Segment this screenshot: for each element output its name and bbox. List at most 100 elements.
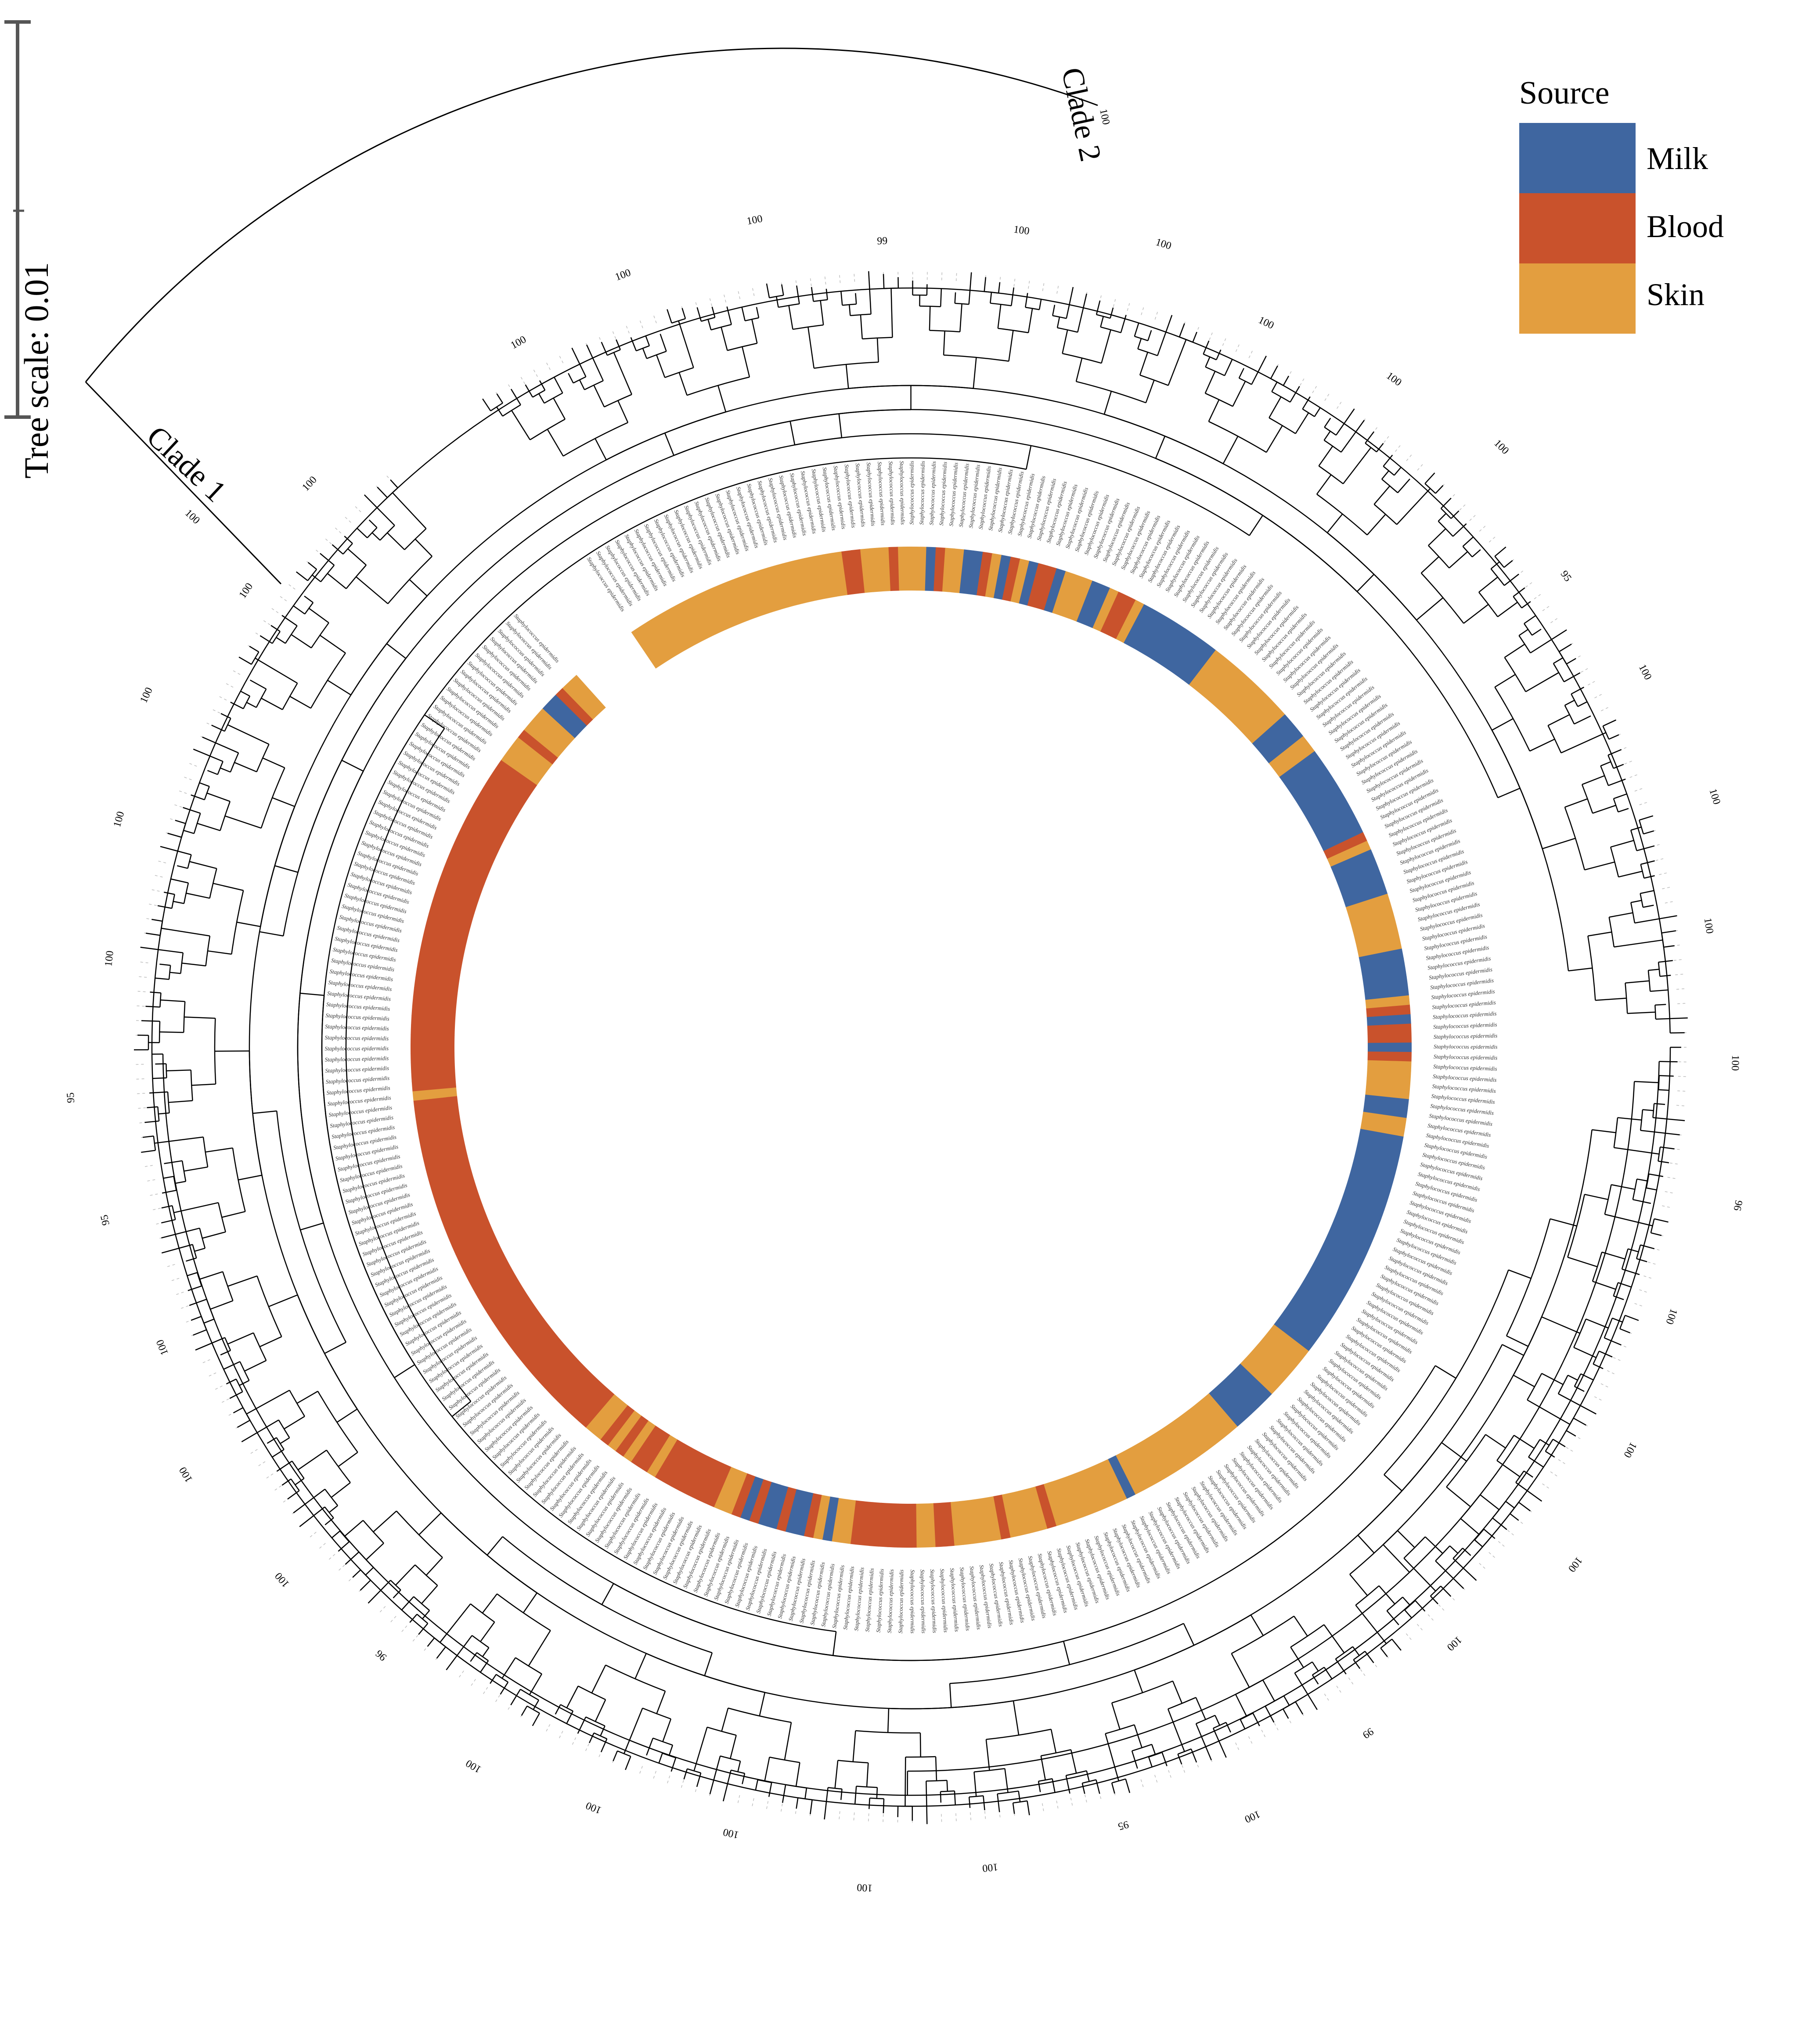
tip-guide-line: [288, 583, 296, 589]
tip-guide-line: [1236, 1743, 1240, 1751]
tree-branch: [213, 883, 243, 890]
support-value: 100: [1729, 1055, 1741, 1071]
tree-branch: [1383, 1545, 1409, 1572]
tip-guide-line: [1659, 872, 1668, 875]
tree-branch: [587, 345, 603, 381]
tree-branch: [553, 398, 565, 419]
tree-branch: [1435, 486, 1443, 493]
tip-guide-line: [941, 1814, 942, 1824]
tree-branch: [1640, 1131, 1679, 1135]
tree-branch: [191, 1316, 201, 1320]
tree-branch: [228, 725, 269, 744]
tree-branch: [998, 282, 1000, 293]
tree-branch: [888, 1708, 889, 1732]
tree-branch: [295, 1478, 304, 1484]
support-value: 100: [464, 1757, 483, 1775]
tip-guide-line: [1249, 1736, 1253, 1745]
tip-guide-line: [956, 271, 957, 281]
tree-branch: [1110, 308, 1114, 318]
tree-branch: [1553, 1439, 1565, 1447]
legend-swatch-skin: [1519, 263, 1636, 334]
support-value: 100: [103, 950, 116, 967]
tree-branch: [984, 277, 986, 292]
tree-branch: [487, 1537, 502, 1555]
tip-guide-line: [344, 516, 351, 522]
tree-branch: [1656, 1018, 1688, 1019]
tree-branch: [697, 307, 701, 321]
tree-branch: [1472, 550, 1481, 557]
tree-branch: [1550, 1219, 1577, 1226]
tip-guide-line: [752, 1798, 754, 1808]
tree-branch: [396, 1565, 415, 1585]
tree-branch: [782, 285, 783, 295]
tree-branch: [1611, 1185, 1635, 1189]
tree-branch: [428, 1638, 435, 1646]
tip-guide-line: [766, 1801, 768, 1811]
support-value: 100: [112, 810, 127, 828]
tree-branch: [345, 1520, 363, 1537]
tree-branch: [320, 553, 334, 565]
tree-branch: [1162, 1752, 1167, 1766]
tree-branch: [1196, 1697, 1206, 1719]
tip-guide-line: [458, 1671, 464, 1678]
tip-labels: Staphylococcus epidermidis Staphylococcus…: [324, 461, 1497, 1633]
tip-guide-line: [639, 319, 643, 328]
tree-branch: [643, 348, 647, 358]
tree-branch: [1574, 716, 1591, 724]
tip-guide-line: [854, 272, 855, 282]
tree-branch: [238, 1175, 262, 1180]
tree-branch: [1653, 1118, 1685, 1121]
tip-guide-line: [137, 976, 147, 977]
tree-branch: [796, 285, 799, 304]
tree-branch: [1156, 436, 1165, 458]
tree-branch: [223, 1361, 240, 1369]
tip-label: Staphylococcus epidermidis: [897, 1570, 905, 1634]
tree-branch: [366, 1567, 374, 1575]
tree-branch: [1441, 1586, 1451, 1597]
tip-guide-line: [752, 286, 754, 296]
tree-branch: [592, 1665, 605, 1693]
tree-branch: [337, 1409, 357, 1422]
tip-label: Staphylococcus epidermidis: [908, 461, 915, 525]
tree-branch: [1063, 1641, 1070, 1664]
tree-branch: [663, 1719, 671, 1742]
tree-branch: [1173, 1681, 1182, 1704]
legend-swatch-blood: [1519, 193, 1636, 263]
tree-branch: [1604, 1338, 1622, 1345]
tree-branch: [199, 782, 209, 786]
tree-branch: [1578, 702, 1587, 706]
tree-branch: [1025, 293, 1027, 307]
tip-guide-line: [265, 1474, 273, 1479]
tree-branch: [1649, 1174, 1663, 1177]
tip-guide-line: [201, 1360, 210, 1364]
tip-guide-line: [970, 1812, 971, 1822]
ring-segment: [411, 1052, 454, 1063]
tree-branch: [147, 1107, 158, 1108]
tip-guide-line: [1613, 1358, 1622, 1361]
tree-branch: [186, 1258, 196, 1261]
tree-branch: [805, 1788, 806, 1799]
tip-guide-line: [1348, 1678, 1354, 1686]
tree-branch: [1514, 1375, 1535, 1387]
tree-branch: [170, 972, 181, 974]
tree-branch: [1611, 840, 1634, 847]
ring-segment: [898, 547, 908, 591]
tree-branch: [1542, 1317, 1580, 1333]
tree-branch: [162, 1190, 176, 1193]
tree-branch: [1568, 968, 1593, 971]
tree-branch: [1565, 700, 1575, 706]
tree-branch: [1561, 733, 1606, 753]
tree-branch: [328, 573, 346, 589]
tip-guide-line: [1675, 974, 1685, 975]
tree-branch: [175, 1181, 186, 1184]
ring-segment: [1368, 1052, 1412, 1062]
tree-branch: [1446, 1487, 1470, 1507]
tree-branch: [293, 605, 305, 614]
tree-branch: [387, 533, 404, 550]
tip-guide-line: [559, 1731, 563, 1740]
tree-branch: [1634, 1081, 1659, 1083]
tip-guide-line: [354, 505, 361, 512]
tree-branch: [936, 1757, 937, 1781]
tip-guide-line: [1558, 1459, 1567, 1465]
